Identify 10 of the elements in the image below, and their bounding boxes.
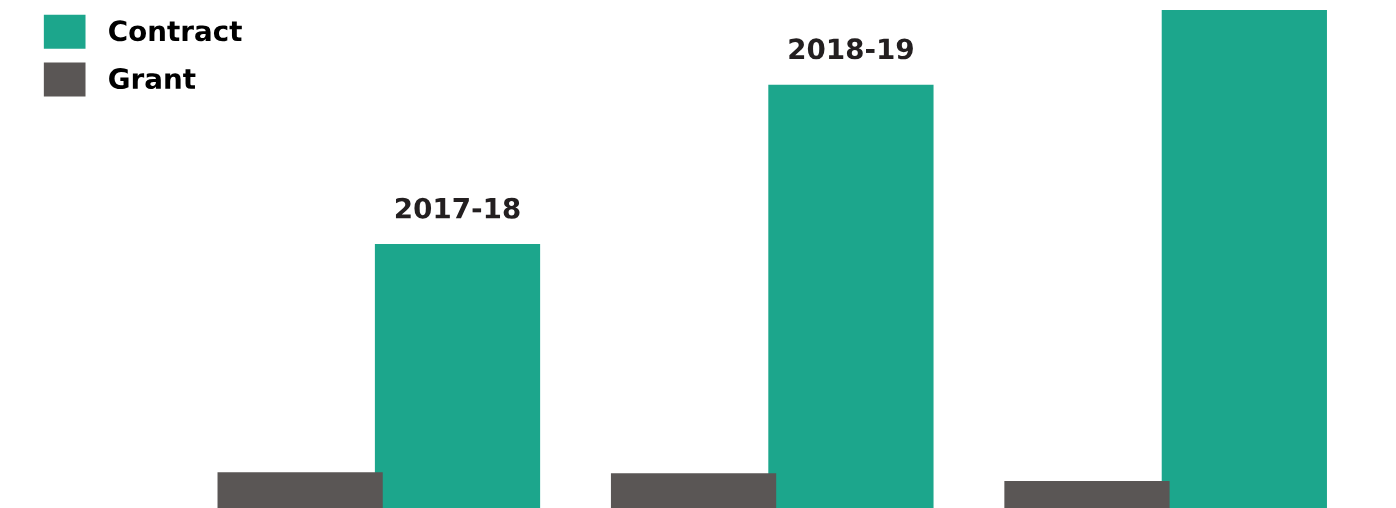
bar [217,472,383,508]
bar [1161,9,1327,508]
legend-label: Contract [109,20,242,42]
bar [768,84,934,508]
bar [374,244,541,508]
x-tick-label: 2018-19 [789,38,913,60]
bar [1004,481,1170,508]
x-tick-label: 2017-18 [395,197,520,219]
legend-label: Grant [109,68,196,90]
bar [610,473,777,508]
